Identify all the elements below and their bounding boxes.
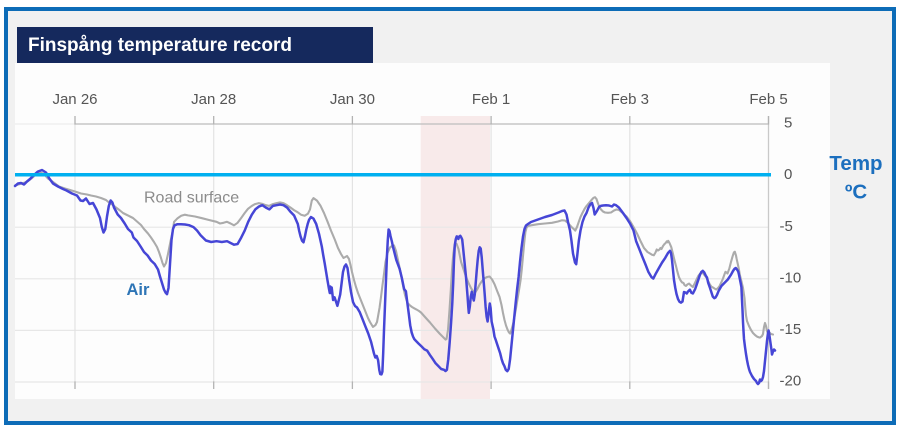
svg-text:-5: -5 [780, 218, 793, 235]
svg-text:-20: -20 [780, 373, 802, 390]
svg-text:-15: -15 [780, 321, 802, 338]
svg-text:Jan 28: Jan 28 [191, 91, 236, 108]
svg-text:Air: Air [127, 281, 151, 299]
svg-text:Feb 1: Feb 1 [472, 91, 510, 108]
svg-text:5: 5 [784, 115, 792, 132]
svg-text:0: 0 [784, 166, 792, 183]
svg-text:Feb 5: Feb 5 [749, 91, 787, 108]
svg-text:Feb 3: Feb 3 [611, 91, 649, 108]
svg-text:Jan 30: Jan 30 [330, 91, 375, 108]
svg-text:ºC: ºC [845, 181, 867, 204]
svg-text:Temp: Temp [829, 152, 882, 175]
svg-text:Road surface: Road surface [144, 190, 239, 207]
svg-text:-10: -10 [780, 269, 802, 286]
svg-text:Jan 26: Jan 26 [52, 91, 97, 108]
